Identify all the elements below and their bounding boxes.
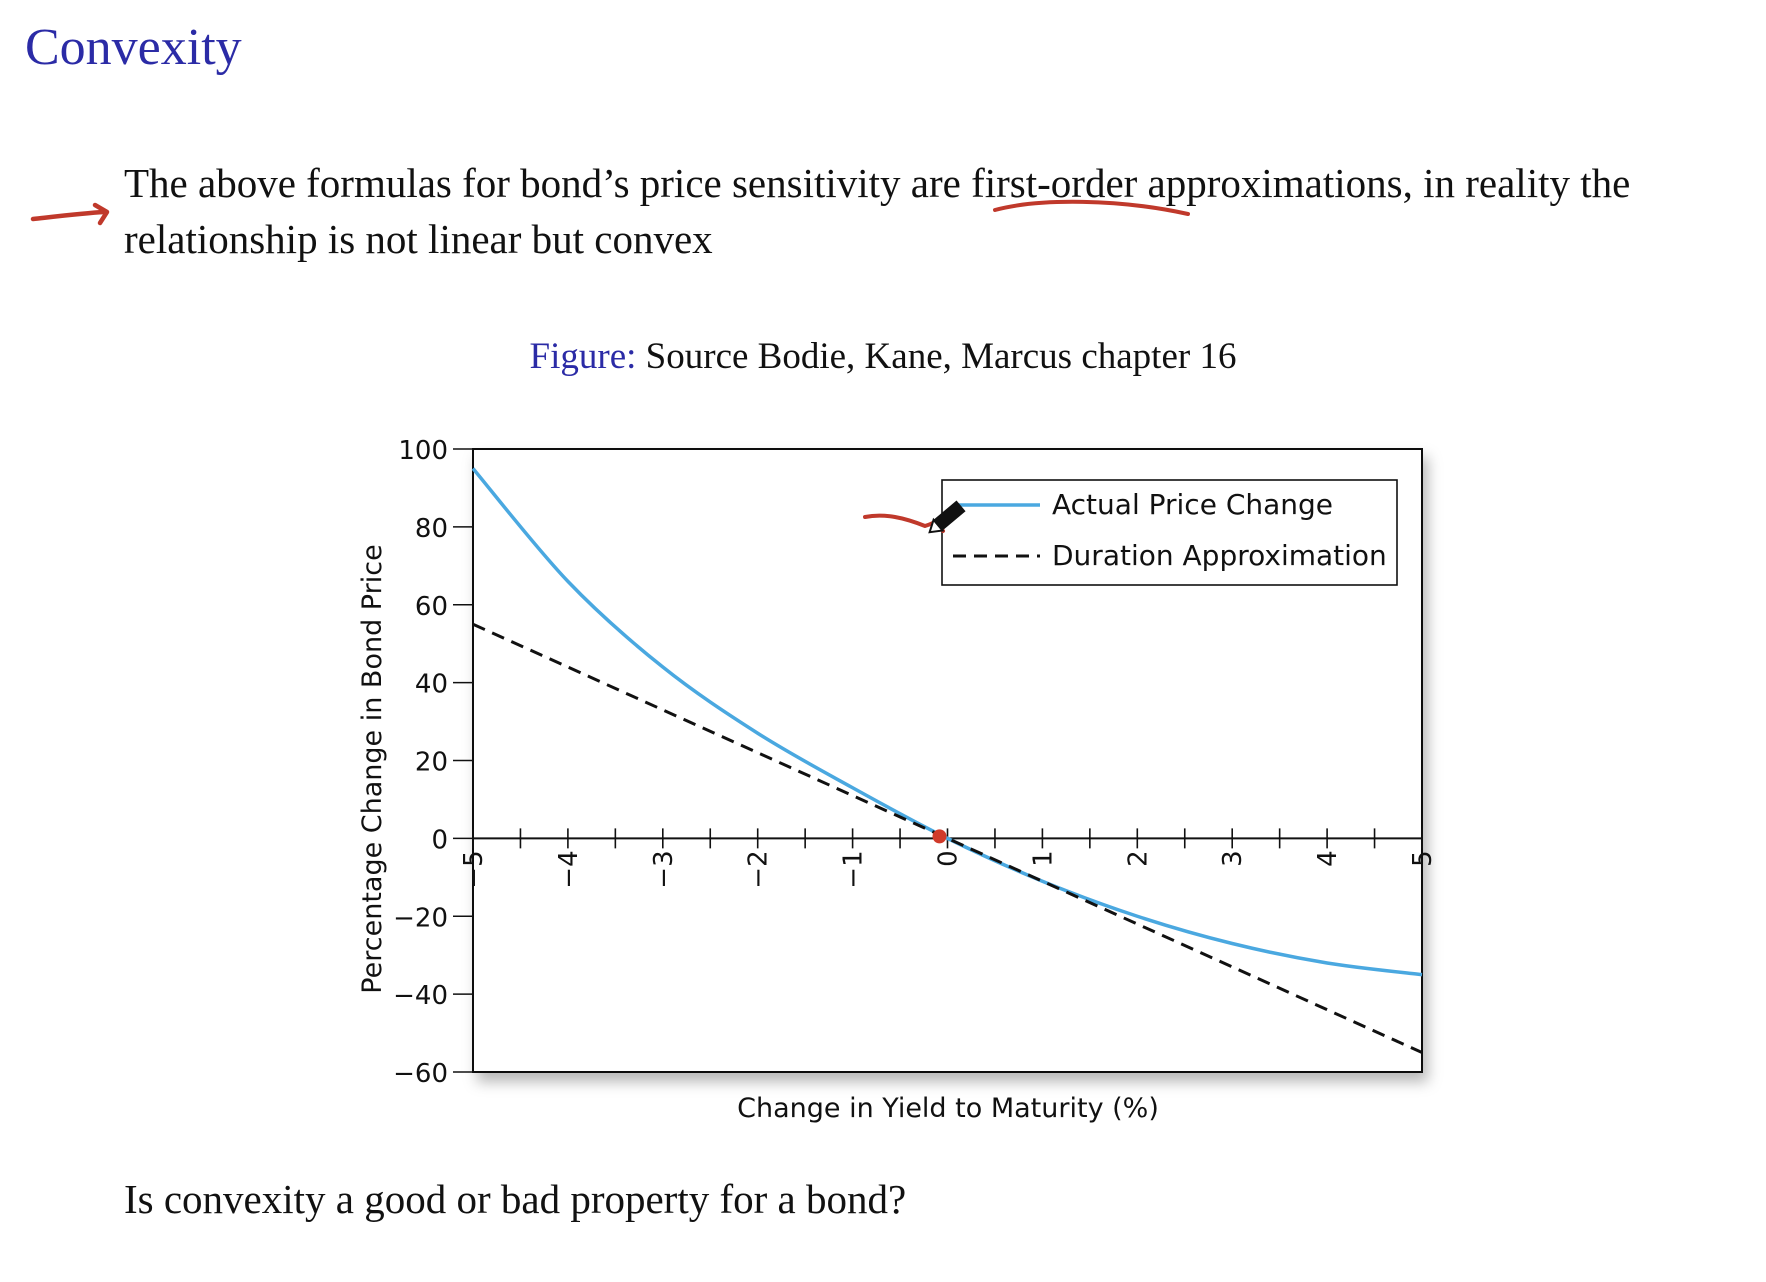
paragraph: The above formulas for bond’s price sens…: [124, 160, 1631, 262]
caption-text: Source Bodie, Kane, Marcus chapter 16: [645, 336, 1237, 377]
y-tick-label: 0: [431, 825, 448, 855]
x-tick-label: 3: [1218, 850, 1248, 867]
series-duration-approximation: [472, 622, 1423, 1054]
y-tick-label: 20: [415, 748, 448, 778]
y-tick-label: −60: [393, 1059, 448, 1089]
y-tick-label: −40: [393, 981, 448, 1011]
x-tick-label: 0: [934, 850, 964, 867]
caption-label: Figure:: [529, 336, 637, 377]
series-actual-price-change: [471, 467, 1423, 977]
figure-caption: Figure: Source Bodie, Kane, Marcus chapt…: [0, 335, 1766, 378]
y-tick-label: −20: [393, 903, 448, 933]
pen-cursor-icon: [928, 500, 966, 534]
x-tick-label: −4: [554, 850, 584, 888]
x-axis-title: Change in Yield to Maturity (%): [737, 1093, 1159, 1124]
annotation-origin-dot: [932, 829, 947, 844]
y-tick-label: 80: [415, 514, 448, 544]
x-tick-label: −1: [839, 850, 869, 888]
annotation-arrowhead: [92, 202, 110, 226]
y-tick-label: 40: [415, 670, 448, 700]
y-tick-label: 100: [398, 436, 448, 466]
y-axis-title: Percentage Change in Bond Price: [357, 544, 388, 993]
legend-label-duration: Duration Approximation: [1052, 539, 1387, 572]
x-tick-label: 2: [1123, 850, 1153, 867]
x-tick-label: 1: [1028, 850, 1058, 867]
legend: Actual Price Change Duration Approximati…: [941, 479, 1398, 586]
discussion-question: Is convexity a good or bad property for …: [124, 1176, 907, 1222]
y-tick-label: 60: [415, 592, 448, 622]
annotation-arrow: [30, 209, 107, 222]
x-tick-label: 5: [1408, 850, 1438, 867]
legend-box: [941, 479, 1398, 586]
annotation-underline: [993, 199, 1190, 216]
x-tick-label: −2: [744, 850, 774, 888]
x-tick-label: −5: [459, 850, 489, 888]
slide-title: Convexity: [25, 19, 242, 76]
x-tick-label: 4: [1313, 850, 1343, 867]
legend-label-actual: Actual Price Change: [1052, 488, 1333, 521]
x-tick-label: −3: [649, 850, 679, 888]
